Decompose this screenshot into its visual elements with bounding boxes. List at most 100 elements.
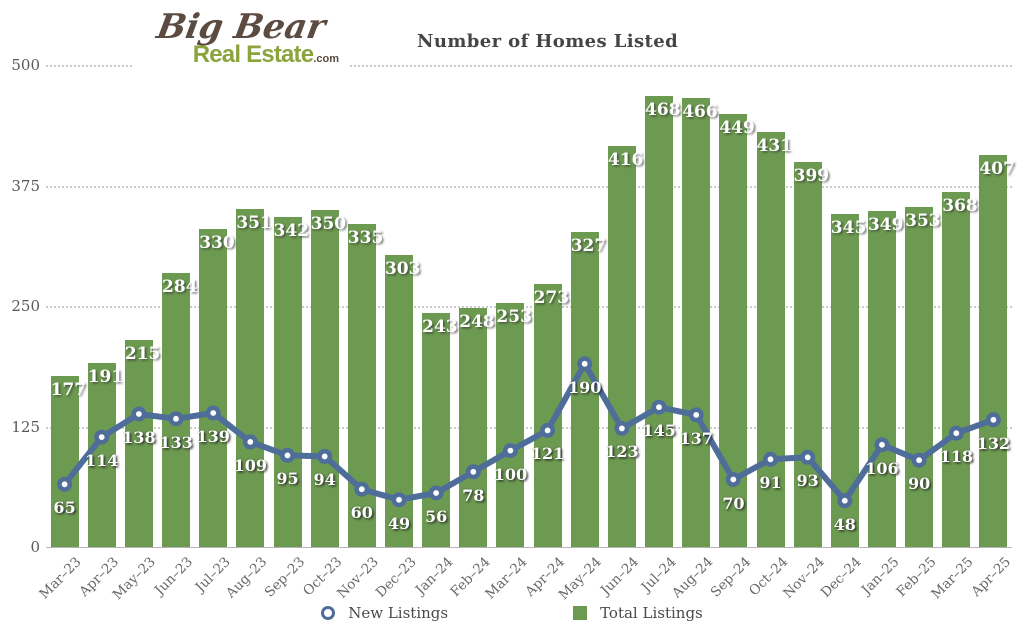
- bar-value-label: 177: [50, 380, 87, 401]
- gridline-500: [46, 65, 1012, 67]
- point-value-label: 100: [493, 464, 528, 484]
- legend: New Listings Total Listings: [0, 604, 1024, 622]
- bar-Jun–24: 416: [607, 145, 643, 547]
- bar-Nov–24: 399: [793, 162, 830, 547]
- bar-value-label: 407: [979, 158, 1015, 179]
- data-point-marker: [911, 452, 927, 468]
- point-value-label: 70: [722, 493, 745, 513]
- point-value-label: 106: [865, 458, 899, 478]
- x-tick-label: Apr–25: [967, 554, 1014, 600]
- point-value-label: 145: [642, 421, 676, 441]
- bar-value-label: 303: [384, 258, 421, 279]
- legend-label-total-listings: Total Listings: [600, 604, 703, 622]
- bar-Mar–24: 253: [496, 303, 532, 547]
- bar-value-label: 351: [236, 212, 272, 233]
- bar-value-label: 284: [162, 277, 198, 298]
- gridline-250: [46, 306, 1012, 308]
- point-value-label: 132: [976, 433, 1011, 453]
- bar-value-label: 449: [719, 118, 755, 139]
- point-value-label: 139: [196, 427, 230, 446]
- x-axis-labels: Mar–23 Apr–23 May–23 Jun–23 Jul–23 Aug–23 Sep–…: [37, 551, 1014, 605]
- data-point-marker: [465, 464, 481, 480]
- data-point-marker: [57, 476, 73, 492]
- bar-value-label: 345: [830, 218, 867, 239]
- logo-real-estate-text: Real Estate: [192, 40, 314, 68]
- bar-May–23: 215: [124, 339, 161, 547]
- point-value-label: 109: [233, 455, 268, 475]
- y-tick-125: 125: [11, 417, 40, 436]
- bar-Feb–24: 248: [459, 307, 495, 547]
- bar-value-label: 349: [867, 214, 904, 235]
- data-point-marker: [614, 420, 630, 436]
- gridline-125: [46, 426, 1012, 429]
- bar-value-label: 399: [793, 166, 830, 187]
- bar-Jan–25: 349: [867, 210, 904, 547]
- bar-value-label: 335: [347, 228, 384, 249]
- point-value-label: 78: [462, 485, 485, 505]
- data-point-marker: [428, 485, 444, 501]
- data-point-marker: [762, 451, 778, 467]
- legend-item-new-listings: New Listings: [321, 604, 448, 622]
- bar-value-label: 243: [422, 316, 458, 337]
- y-tick-375: 375: [11, 176, 40, 195]
- gridline-375: [46, 185, 1012, 188]
- logo-subtitle: Real Estate.com: [137, 41, 345, 69]
- data-point-marker: [131, 406, 147, 422]
- bar-Jul–23: 330: [199, 228, 235, 547]
- plot-area: 177 65 191 114 215 138 284 133 330 139 351 109 342 95…: [46, 65, 1015, 548]
- x-tick-label: Sep–23: [261, 554, 308, 601]
- bar-May–24: 327: [570, 231, 607, 547]
- bar-Sep–23: 342: [273, 217, 309, 547]
- x-tick-label: Dec–24: [818, 554, 866, 601]
- point-value-label: 118: [939, 447, 973, 467]
- data-point-marker: [651, 399, 667, 415]
- bar-value-label: 431: [756, 135, 793, 156]
- point-value-label: 93: [796, 471, 819, 491]
- data-point-marker: [577, 356, 593, 372]
- data-point-marker: [280, 447, 296, 463]
- data-point-marker: [688, 407, 704, 423]
- data-point-marker: [354, 481, 370, 497]
- bar-Apr–23: 191: [87, 362, 124, 547]
- new-listings-marker-icon: [321, 606, 336, 620]
- bar-value-label: 253: [496, 307, 532, 328]
- point-value-label: 56: [424, 507, 448, 527]
- data-point-marker: [502, 443, 518, 459]
- point-value-label: 121: [530, 444, 565, 464]
- data-point-marker: [837, 493, 853, 509]
- bar-value-label: 466: [682, 101, 718, 122]
- data-point-marker: [391, 492, 407, 508]
- data-point-marker: [948, 425, 964, 441]
- point-value-label: 123: [605, 442, 639, 462]
- legend-label-new-listings: New Listings: [348, 604, 449, 622]
- x-tick-label: Jun–24: [597, 554, 643, 599]
- y-tick-500: 500: [11, 56, 40, 74]
- chart-title: Number of Homes Listed: [417, 31, 679, 52]
- bar-value-label: 273: [533, 287, 570, 308]
- point-value-label: 91: [759, 473, 782, 493]
- point-value-label: 190: [568, 377, 602, 397]
- data-point-marker: [205, 405, 221, 421]
- bar-value-label: 353: [905, 210, 941, 231]
- bar-Oct–23: 350: [310, 209, 346, 547]
- bar-value-label: 468: [645, 99, 681, 120]
- x-tick-label: Sep–24: [707, 554, 754, 601]
- data-point-marker: [317, 448, 333, 464]
- bar-value-label: 327: [570, 235, 607, 256]
- bar-value-label: 191: [87, 366, 124, 387]
- data-point-marker: [242, 434, 258, 450]
- bar-Mar–23: 177: [50, 376, 87, 547]
- bar-Oct–24: 431: [756, 131, 793, 547]
- logo-big-bear-text: Big Bear: [153, 7, 329, 47]
- x-tick-label: Mar–23: [36, 554, 85, 603]
- total-listings-swatch-icon: [573, 606, 588, 620]
- point-value-label: 137: [679, 428, 713, 448]
- point-value-label: 65: [53, 498, 76, 518]
- data-point-marker: [94, 429, 110, 445]
- bar-value-label: 215: [124, 343, 161, 364]
- point-value-label: 60: [350, 503, 373, 523]
- bar-Jun–23: 284: [162, 273, 198, 547]
- x-tick-label: Jun–23: [151, 554, 197, 599]
- bar-Apr–25: 407: [979, 154, 1015, 547]
